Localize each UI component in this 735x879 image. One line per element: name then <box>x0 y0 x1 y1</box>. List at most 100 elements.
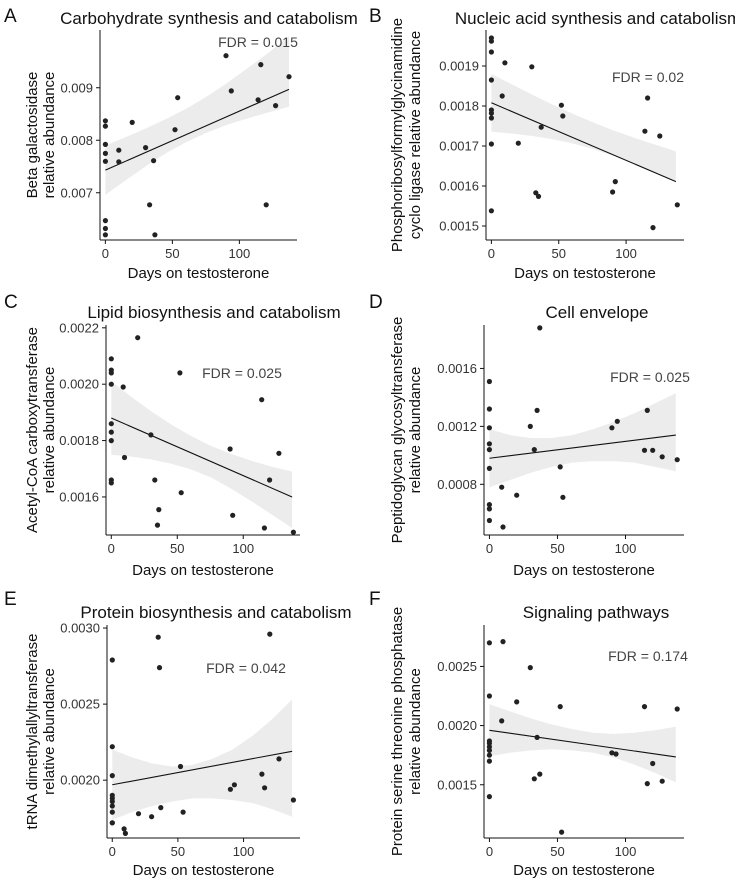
data-point-b <box>488 38 494 44</box>
y-tick-label-b: 0.0017 <box>439 139 479 154</box>
confidence-band-d <box>489 393 676 488</box>
data-point-a <box>273 103 279 109</box>
data-point-e <box>109 820 115 826</box>
panel-letter-d: D <box>369 292 383 313</box>
data-point-a <box>116 147 122 153</box>
data-point-b <box>558 102 565 108</box>
data-point-c <box>259 397 265 403</box>
panel-title-e: Protein biosynthesis and catabolism <box>80 603 351 622</box>
data-point-c <box>120 384 126 390</box>
data-point-a <box>228 88 234 94</box>
x-axis-label-c: Days on testosterone <box>132 562 274 579</box>
y-axis-label-a: relative abundance <box>41 72 58 199</box>
data-point-f <box>531 776 537 782</box>
data-point-a <box>223 53 229 59</box>
x-tick-label-c: 100 <box>232 541 254 556</box>
fdr-annotation-d: FDR = 0.025 <box>610 369 690 385</box>
panel-letter-c: C <box>4 292 18 313</box>
x-tick-label-f: 50 <box>550 844 564 859</box>
data-point-e <box>276 756 282 762</box>
panel-f: F Signaling pathways 0 50 100 0.0015 0.0020 0.0… <box>369 589 688 879</box>
data-point-d <box>486 441 492 447</box>
x-tick-label-e: 0 <box>109 844 116 859</box>
data-point-e <box>180 809 186 815</box>
data-point-c <box>108 438 114 444</box>
x-tick-label-a: 100 <box>229 246 251 261</box>
y-axis-label-d: relative abundance <box>407 367 424 494</box>
data-point-c <box>230 512 236 518</box>
data-point-f <box>486 693 492 699</box>
y-axis-label-e: tRNA dimethylallyltransferase <box>24 634 41 830</box>
y-tick-label-b: 0.0018 <box>439 99 479 114</box>
data-point-a <box>102 118 108 124</box>
y-axis-label-f: relative abundance <box>407 668 424 795</box>
y-tick-label-a: 0.009 <box>60 80 93 95</box>
data-point-d <box>650 447 656 453</box>
data-point-d <box>537 325 543 331</box>
x-tick-label-d: 50 <box>550 541 564 556</box>
panel-title-f: Signaling pathways <box>523 603 669 622</box>
fdr-annotation-a: FDR = 0.015 <box>218 34 298 50</box>
data-point-c <box>261 525 267 531</box>
data-point-a <box>102 225 108 232</box>
data-point-c <box>227 446 233 452</box>
data-point-f <box>514 699 520 705</box>
data-point-b <box>488 110 494 116</box>
data-point-a <box>175 95 181 101</box>
data-point-e <box>109 657 115 663</box>
data-point-b <box>538 124 544 130</box>
x-axis-label-e: Days on testosterone <box>133 862 275 879</box>
panel-c: C Lipid biosynthesis and catabolism 0 50 100… <box>4 292 341 579</box>
y-tick-label-c: 0.0018 <box>59 433 99 448</box>
data-point-c <box>108 356 114 362</box>
data-point-e <box>109 773 115 779</box>
data-point-d <box>557 464 563 470</box>
y-tick-label-b: 0.0015 <box>439 219 479 234</box>
data-point-b <box>529 64 535 70</box>
data-point-c <box>121 454 128 461</box>
y-tick-label-d: 0.0012 <box>437 419 477 434</box>
data-point-f <box>500 639 506 645</box>
data-point-e <box>227 786 233 792</box>
data-point-c <box>108 381 114 387</box>
y-axis-label-a: Beta galactosidase <box>24 72 41 199</box>
data-point-d <box>486 425 492 431</box>
x-tick-label-f: 0 <box>486 844 493 859</box>
x-tick-label-e: 50 <box>171 844 185 859</box>
data-point-d <box>560 494 566 500</box>
data-point-c <box>148 432 154 438</box>
y-tick-label-c: 0.0020 <box>59 377 99 392</box>
data-point-f <box>486 752 492 758</box>
data-point-f <box>486 740 492 746</box>
x-tick-label-b: 0 <box>488 246 495 261</box>
y-axis-label-d: Peptidoglycan glycosyltransferase <box>389 317 406 544</box>
y-tick-label-b: 0.0019 <box>439 59 479 74</box>
y-tick-label-a: 0.008 <box>60 133 93 148</box>
data-point-b <box>488 208 494 214</box>
data-point-f <box>659 778 665 784</box>
data-point-c <box>108 370 114 376</box>
data-point-a <box>129 119 135 125</box>
data-point-a <box>102 232 108 238</box>
data-point-d <box>534 407 540 413</box>
data-point-b <box>560 113 566 119</box>
data-point-f <box>613 751 619 757</box>
panel-e: E Protein biosynthesis and catabolism 0 50 1… <box>4 589 352 879</box>
regression-line-b <box>491 102 677 183</box>
data-point-a <box>102 158 108 164</box>
x-axis-label-f: Days on testosterone <box>513 862 655 879</box>
data-point-c <box>108 429 114 435</box>
data-point-d <box>486 447 492 453</box>
x-axis-label-a: Days on testosterone <box>128 265 270 282</box>
y-axis-label-b: Phosphoribosylformylglycinamidine <box>389 18 406 252</box>
data-point-d <box>486 506 492 512</box>
confidence-band-a <box>105 36 290 195</box>
data-point-b <box>610 189 616 195</box>
confidence-band-b <box>491 74 676 182</box>
data-point-e <box>158 805 164 811</box>
data-point-a <box>258 62 264 68</box>
y-axis-label-e: relative abundance <box>41 668 58 795</box>
confidence-band-c <box>111 381 293 528</box>
regression-line-d <box>489 434 676 459</box>
data-point-b <box>650 225 656 231</box>
